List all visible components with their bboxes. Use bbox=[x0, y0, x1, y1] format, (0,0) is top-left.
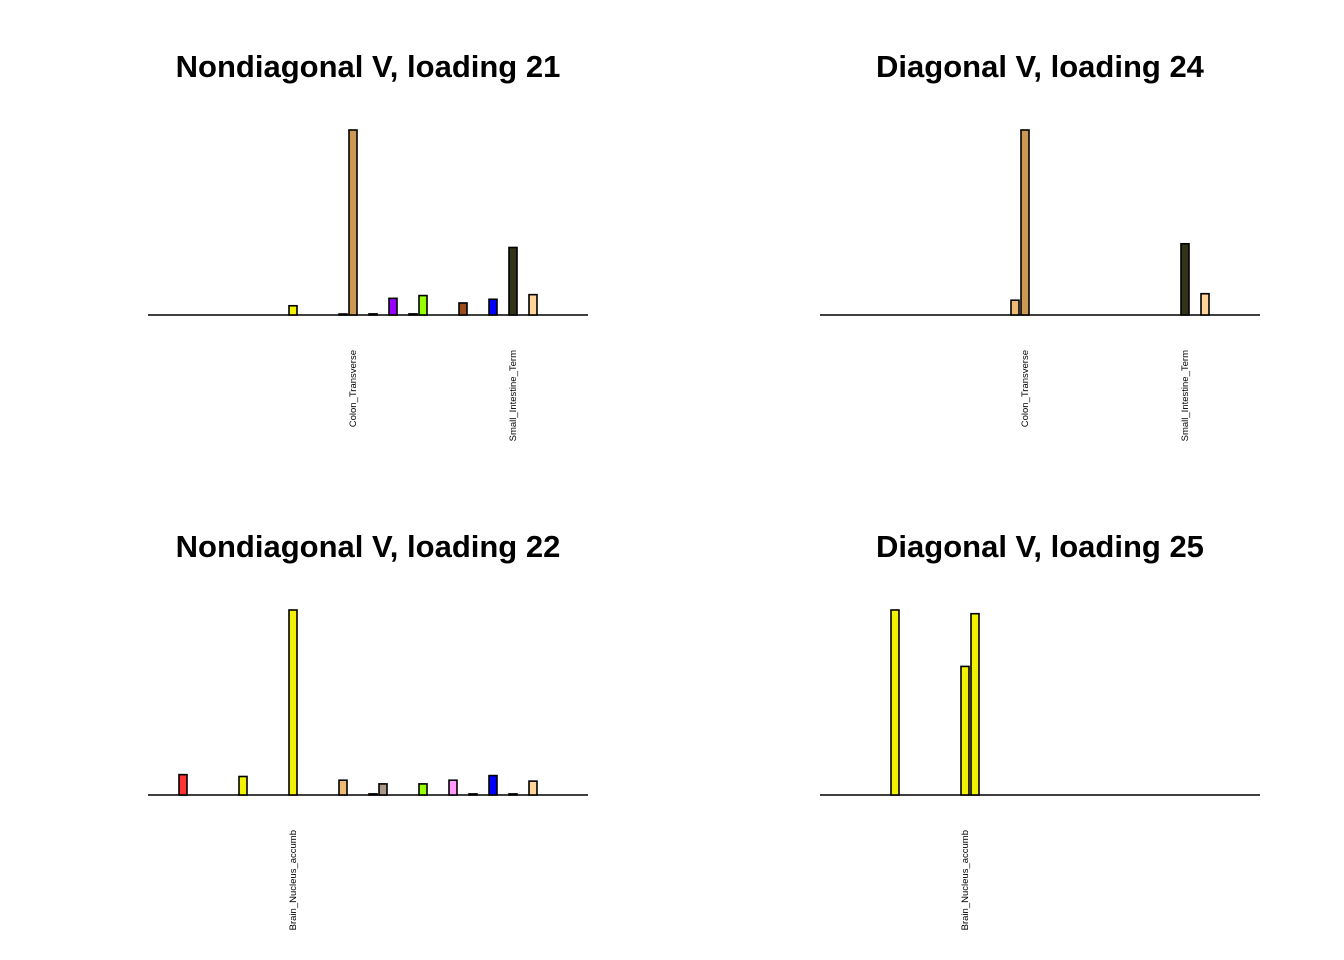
bar-20 bbox=[1020, 129, 1030, 316]
bar-14 bbox=[960, 665, 970, 796]
panel-1: Nondiagonal V, loading 21 Colon_Transver… bbox=[148, 49, 588, 441]
bar-31 bbox=[458, 302, 468, 316]
tick-label: Small_Intestine_Term bbox=[508, 350, 519, 441]
bar-34 bbox=[488, 774, 498, 796]
panel-3: Nondiagonal V, loading 22 Brain_Nucleus_… bbox=[148, 529, 588, 930]
bar-27 bbox=[418, 294, 428, 316]
bar-26 bbox=[408, 313, 418, 316]
tick-label: Brain_Nucleus_accumb bbox=[288, 830, 299, 930]
bar-23 bbox=[378, 783, 388, 796]
bar-19 bbox=[338, 313, 348, 316]
bar-14 bbox=[288, 609, 298, 796]
panel-2-title: Diagonal V, loading 24 bbox=[876, 49, 1205, 84]
tick-label: Colon_Transverse bbox=[348, 350, 359, 427]
bar-30 bbox=[448, 779, 458, 796]
bar-34 bbox=[488, 298, 498, 316]
bar-3 bbox=[178, 773, 188, 796]
bar-36 bbox=[508, 793, 518, 796]
bar-7 bbox=[890, 609, 900, 796]
tick-label: Brain_Nucleus_accumb bbox=[960, 830, 971, 930]
bar-36 bbox=[1180, 242, 1190, 316]
bar-32 bbox=[468, 793, 478, 796]
bar-38 bbox=[528, 293, 538, 316]
bar-22 bbox=[368, 313, 378, 316]
bar-19 bbox=[1010, 299, 1020, 316]
bar-27 bbox=[418, 783, 428, 796]
panel-4-title: Diagonal V, loading 25 bbox=[876, 529, 1204, 564]
bar-24 bbox=[388, 297, 398, 316]
bar-38 bbox=[1200, 292, 1210, 316]
bar-22 bbox=[368, 793, 378, 796]
bar-38 bbox=[528, 780, 538, 796]
tick-label: Small_Intestine_Term bbox=[1180, 350, 1191, 441]
panel-2: Diagonal V, loading 24 Colon_Transverse S… bbox=[820, 49, 1260, 441]
bar-36 bbox=[508, 246, 518, 316]
bar-9 bbox=[238, 775, 248, 796]
panel-3-title: Nondiagonal V, loading 22 bbox=[176, 529, 561, 564]
bar-20 bbox=[348, 129, 358, 316]
bar-15 bbox=[970, 612, 980, 796]
panel-1-title: Nondiagonal V, loading 21 bbox=[176, 49, 561, 84]
bar-19 bbox=[338, 779, 348, 796]
bar-14 bbox=[288, 304, 298, 316]
panel-4: Diagonal V, loading 25 Brain_Nucleus_acc… bbox=[820, 529, 1260, 930]
tick-label: Colon_Transverse bbox=[1020, 350, 1031, 427]
